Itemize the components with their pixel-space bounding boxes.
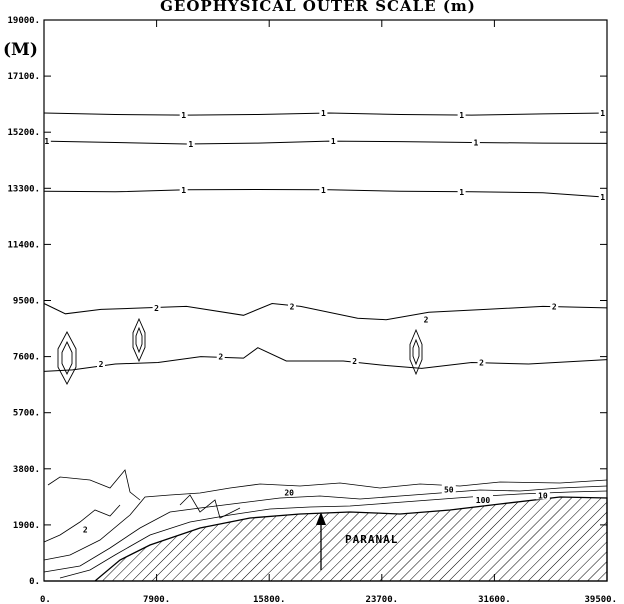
y-tick-label: 11400. — [7, 240, 40, 250]
contour-label: 2 — [218, 353, 223, 362]
plot-frame — [43, 19, 608, 582]
contour-label: 1 — [331, 137, 336, 146]
contour-label: 2 — [352, 357, 357, 366]
x-tick-label: 15800. — [253, 595, 286, 604]
low-contour-5 — [179, 494, 241, 519]
y-tick-label: 0. — [29, 577, 40, 587]
plot-area: 1 1 1 1 1 1 1 1 1 1 1 1 2 2 2 2 2 2 2 2 2 20 50 100 10 — [42, 108, 608, 579]
contour-label-bg — [282, 487, 297, 497]
contour-label: 1 — [321, 109, 326, 118]
annotation-paranal: PARANAL — [316, 512, 398, 570]
y-tick-label: 1900. — [13, 521, 40, 531]
terrain-hatch — [44, 496, 608, 582]
contour-label-bg — [216, 351, 225, 361]
contour-label-bg — [42, 136, 51, 146]
terrain-layer — [44, 496, 608, 582]
low-contour-3 — [47, 469, 141, 501]
closed-contour-5 — [412, 338, 420, 366]
contour-label-bg — [471, 137, 480, 147]
contour-label-bg — [319, 184, 328, 194]
contour-label: 1 — [321, 186, 326, 195]
contour-label-bg — [421, 314, 430, 324]
contour-label-bg — [319, 108, 328, 118]
y-tick-label: 17100. — [7, 72, 40, 82]
contour-label-bg — [152, 302, 161, 312]
low-contour-0 — [43, 479, 608, 561]
contour-label: 1 — [600, 109, 605, 118]
contour-label: 1 — [188, 140, 193, 149]
contour-label-bg — [550, 301, 559, 311]
low-contour-4 — [43, 504, 121, 543]
contour-label: 20 — [284, 488, 294, 497]
contour-label-bg — [186, 139, 195, 149]
closed-contour-2 — [132, 317, 146, 363]
annotation-arrow-head — [316, 512, 326, 525]
contour-label: 100 — [476, 496, 491, 505]
contour-label-bg — [329, 136, 338, 146]
contour-label-bg — [472, 494, 493, 504]
contour-label-bg — [288, 301, 297, 311]
y-tick-label: 9500. — [13, 297, 40, 307]
x-tick-label: 31600. — [478, 595, 511, 604]
contour-label-bg — [477, 357, 486, 367]
contour-label: 2 — [479, 359, 484, 368]
contour-label: 2 — [154, 304, 159, 313]
closed-contour-0 — [57, 331, 77, 385]
x-tick-label: 39500. — [584, 595, 617, 604]
x-tick-label: 7900. — [143, 595, 170, 604]
contour-line-1-1 — [43, 140, 608, 145]
contour-label: 1 — [600, 193, 605, 202]
axis-ticks: 0.1900.3800.5700.7600.9500.11400.13300.1… — [7, 16, 617, 604]
chart-title: GEOPHYSICAL OUTER SCALE (m) — [160, 0, 476, 15]
low-contour-1 — [43, 485, 608, 573]
contour-label: 1 — [181, 111, 186, 120]
closed-contour-1 — [61, 340, 73, 376]
y-tick-label: 7600. — [13, 353, 40, 363]
contour-label-bg — [179, 184, 188, 194]
contour-label: 10 — [538, 491, 548, 500]
contour-label: 2 — [99, 360, 104, 369]
contour-label: 2 — [290, 302, 295, 311]
x-tick-label: 0. — [40, 595, 51, 604]
closed-contour-4 — [409, 328, 423, 376]
contour-label: 2 — [552, 302, 557, 311]
contour-label: 1 — [44, 137, 49, 146]
contour-label-bg — [97, 358, 106, 368]
contour-label-bg — [598, 192, 607, 202]
y-tick-label: 19000. — [7, 16, 40, 26]
y-unit-label: (M) — [3, 40, 38, 60]
contour-label-bg — [457, 110, 466, 120]
contour-label: 50 — [444, 485, 454, 494]
contour-label-bg — [179, 110, 188, 120]
contour-label-bg — [535, 490, 550, 500]
contour-line-2-4 — [43, 347, 608, 372]
contour-label: 1 — [459, 111, 464, 120]
y-tick-label: 15200. — [7, 128, 40, 138]
contour-label: 2 — [424, 316, 429, 325]
contour-label-bg — [81, 524, 90, 534]
contour-line-1-2 — [43, 188, 608, 198]
contour-label: 1 — [181, 186, 186, 195]
contour-label: 1 — [473, 139, 478, 148]
contour-label-bg — [441, 484, 456, 494]
annotation-label: PARANAL — [345, 533, 398, 546]
low-contour-2 — [59, 490, 608, 579]
y-tick-label: 5700. — [13, 409, 40, 419]
x-tick-label: 23700. — [366, 595, 399, 604]
y-tick-label: 13300. — [7, 184, 40, 194]
contour-label-bg — [350, 356, 359, 366]
contour-label: 2 — [83, 525, 88, 534]
closed-contour-3 — [135, 326, 143, 354]
contour-line-1-0 — [43, 112, 608, 116]
contour-line-2-3 — [43, 302, 608, 321]
y-tick-label: 3800. — [13, 465, 40, 475]
contour-label-bg — [598, 108, 607, 118]
contour-label-bg — [457, 186, 466, 196]
contour-label: 1 — [459, 188, 464, 197]
